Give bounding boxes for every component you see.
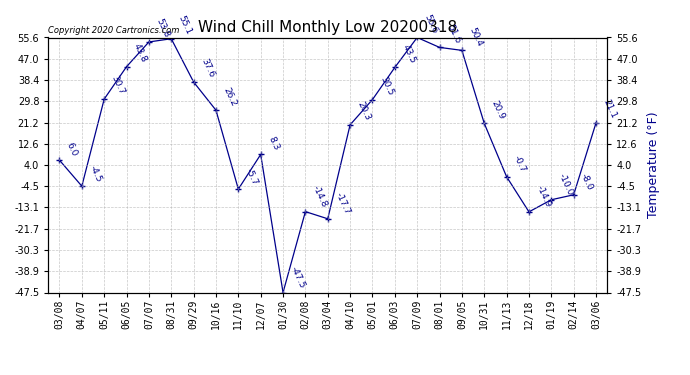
Y-axis label: Temperature (°F): Temperature (°F) bbox=[647, 112, 660, 218]
Text: Copyright 2020 Cartronics.com: Copyright 2020 Cartronics.com bbox=[48, 26, 179, 35]
Text: 20.3: 20.3 bbox=[355, 100, 373, 122]
Text: -5.7: -5.7 bbox=[244, 166, 259, 186]
Text: 26.2: 26.2 bbox=[221, 86, 238, 108]
Text: 55.1: 55.1 bbox=[177, 14, 193, 36]
Text: 55.6: 55.6 bbox=[423, 13, 440, 35]
Text: -8.0: -8.0 bbox=[579, 172, 595, 192]
Text: 50.4: 50.4 bbox=[467, 26, 484, 48]
Text: 37.6: 37.6 bbox=[199, 57, 216, 79]
Text: 30.5: 30.5 bbox=[378, 75, 395, 97]
Text: -47.5: -47.5 bbox=[288, 265, 306, 290]
Text: 51.6: 51.6 bbox=[445, 22, 462, 45]
Text: 6.0: 6.0 bbox=[65, 141, 79, 158]
Text: 43.5: 43.5 bbox=[400, 43, 417, 64]
Text: -14.9: -14.9 bbox=[535, 184, 553, 209]
Text: -14.8: -14.8 bbox=[311, 184, 329, 209]
Text: 20.9: 20.9 bbox=[490, 99, 506, 120]
Text: 53.8: 53.8 bbox=[155, 17, 171, 39]
Text: 21.1: 21.1 bbox=[602, 98, 618, 120]
Text: -4.5: -4.5 bbox=[88, 164, 103, 183]
Text: -17.7: -17.7 bbox=[333, 191, 351, 216]
Text: -10.0: -10.0 bbox=[557, 172, 575, 197]
Text: -0.7: -0.7 bbox=[512, 154, 528, 174]
Text: 8.3: 8.3 bbox=[266, 135, 280, 152]
Text: 30.7: 30.7 bbox=[110, 74, 126, 96]
Text: 43.8: 43.8 bbox=[132, 42, 149, 64]
Title: Wind Chill Monthly Low 20200318: Wind Chill Monthly Low 20200318 bbox=[198, 20, 457, 35]
